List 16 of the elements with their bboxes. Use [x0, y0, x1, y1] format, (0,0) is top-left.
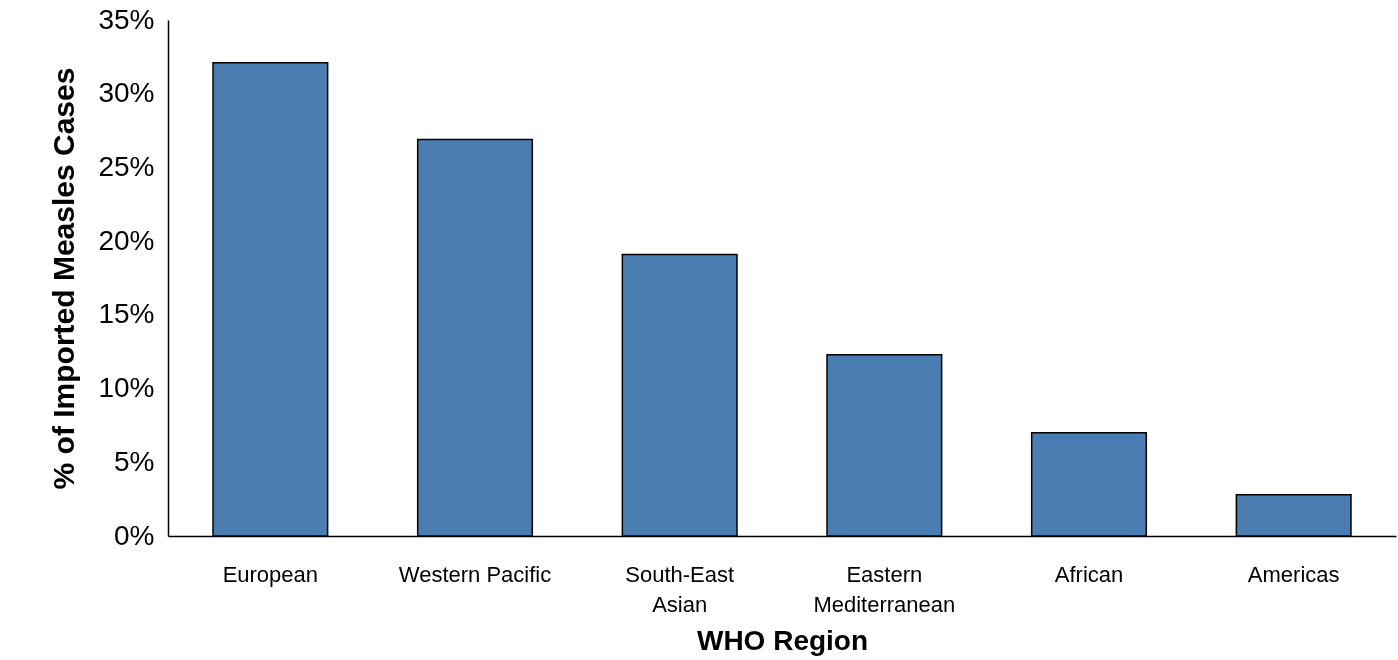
y-axis-title: % of Imported Measles Cases	[47, 67, 81, 490]
y-tick-label: 0%	[114, 519, 155, 551]
y-tick-label: 5%	[114, 445, 155, 477]
x-tick-label: European	[222, 561, 319, 587]
y-tick-label: 30%	[98, 77, 155, 109]
y-tick-label: 15%	[98, 298, 155, 330]
x-tick-label: Americas	[1247, 561, 1340, 587]
y-tick-label: 10%	[98, 372, 155, 404]
x-axis-title: WHO Region	[696, 624, 869, 656]
y-tick-label: 35%	[98, 3, 155, 35]
x-tick-label: South-East Asian	[625, 561, 735, 617]
y-tick-label: 25%	[98, 150, 155, 182]
y-tick-label: 20%	[98, 224, 155, 256]
x-tick-label: African	[1054, 561, 1124, 587]
x-tick-label: Eastern Mediterranean	[813, 561, 956, 617]
x-tick-label: Western Pacific	[398, 561, 552, 587]
